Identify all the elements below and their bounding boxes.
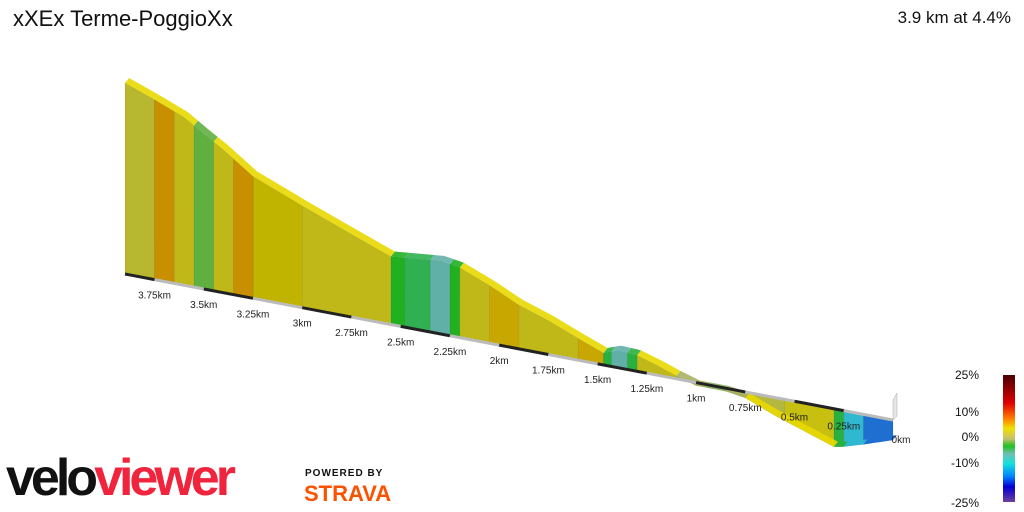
strava-logo[interactable]: STRAVA — [304, 481, 392, 506]
gradient-segment — [213, 141, 234, 295]
profile-lip — [745, 392, 789, 421]
gradient-segment — [429, 259, 451, 337]
distance-axis-labels: 3.75km 3.5km 3.25km 3km 2.75km 2.5km 2.25km 2km… — [138, 291, 910, 446]
profile-lip — [577, 333, 608, 353]
profile-lip — [843, 439, 868, 447]
distance-tick-label: 2.5km — [387, 337, 414, 348]
profile-lip — [637, 350, 681, 376]
profile-lip — [390, 251, 409, 258]
profile-lip — [627, 347, 641, 356]
distance-tick-label: 3.5km — [190, 300, 217, 311]
distance-tick-label: 2.75km — [335, 328, 368, 339]
profile-lip — [253, 171, 307, 206]
powered-by-label: POWERED BY — [305, 468, 384, 479]
gradient-segment — [173, 110, 195, 288]
profile-lip — [213, 136, 238, 159]
profile-top-edge — [125, 78, 897, 447]
profile-lip — [154, 94, 179, 112]
profile-lip — [863, 435, 897, 445]
veloviewer-logo[interactable]: veloviewer — [6, 449, 236, 507]
profile-lip — [193, 120, 218, 142]
profile-lip — [449, 259, 464, 268]
legend-tick-25: 25% — [954, 368, 979, 382]
gradient-segment — [449, 263, 461, 339]
gradient-segment — [390, 256, 405, 328]
legend-tick-10: 10% — [954, 405, 979, 419]
gradient-segment — [154, 99, 175, 284]
profile-lip — [233, 153, 257, 177]
segment-title: xXEx Terme-PoggioXx — [13, 6, 233, 31]
gradient-segment — [232, 157, 254, 299]
distance-axis — [124, 272, 898, 422]
profile-lip — [784, 415, 838, 447]
distance-tick-label: 1km — [687, 394, 706, 405]
distance-tick-label: 1.75km — [532, 365, 565, 376]
distance-tick-label: 3.75km — [138, 291, 171, 302]
segment-summary: 3.9 km at 4.4% — [897, 8, 1011, 27]
logo-velo: velo — [6, 449, 98, 507]
profile-lip — [174, 106, 198, 126]
profile-lip — [125, 78, 159, 100]
gradient-segment — [301, 205, 392, 325]
profile-lip — [611, 345, 632, 353]
gradient-segment — [193, 124, 214, 292]
gradient-color-scale — [1003, 375, 1015, 502]
distance-tick-label: 2.25km — [434, 347, 467, 358]
distance-tick-label: 3km — [293, 319, 312, 330]
profile-lip — [404, 252, 435, 261]
distance-tick-label: 1.5km — [584, 375, 611, 386]
distance-tick-label: 1.25km — [630, 384, 663, 395]
profile-lip — [430, 255, 454, 265]
profile-lip — [302, 200, 395, 257]
distance-tick-label: 0.75km — [729, 403, 762, 414]
gradient-segment — [518, 304, 579, 361]
distance-tick-label: 0.25km — [827, 422, 860, 433]
legend-tick-minus10: -10% — [950, 456, 979, 470]
distance-tick-label: 0.5km — [781, 412, 808, 423]
legend-tick-minus25: -25% — [950, 496, 979, 510]
gradient-legend: 25% 10% 0% -10% -25% — [951, 368, 1024, 510]
profile-lip — [833, 441, 848, 447]
distance-tick-label: 2km — [490, 356, 509, 367]
profile-lip — [459, 262, 494, 286]
gradient-segment — [404, 257, 431, 333]
profile-lip — [603, 346, 616, 353]
distance-tick-label: 0km — [892, 435, 911, 446]
profile-lip — [518, 299, 582, 339]
logo-viewer: viewer — [94, 449, 236, 507]
profile-lip — [489, 280, 523, 305]
gradient-segments — [124, 82, 894, 448]
gradient-segment — [611, 350, 628, 370]
gradient-segment — [124, 82, 155, 280]
legend-tick-0: 0% — [961, 430, 979, 444]
distance-tick-label: 3.25km — [237, 309, 270, 320]
